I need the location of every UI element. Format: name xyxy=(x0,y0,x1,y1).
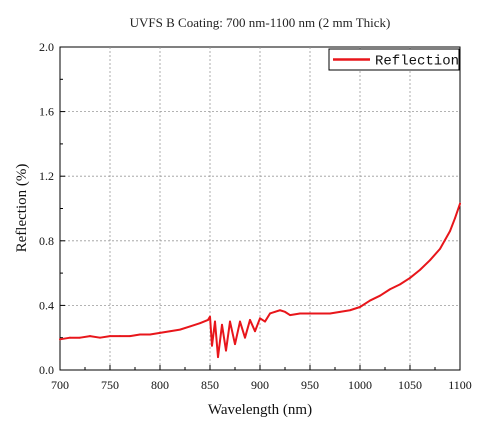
data-point xyxy=(149,333,151,336)
data-point xyxy=(279,309,281,312)
chart-title: UVFS B Coating: 700 nm-1100 nm (2 mm Thi… xyxy=(130,15,391,30)
data-point xyxy=(379,294,381,297)
data-point xyxy=(244,336,246,339)
y-axis-label: Reflection (%) xyxy=(14,164,30,253)
data-point xyxy=(79,336,81,339)
data-point xyxy=(319,312,321,315)
data-point xyxy=(119,335,121,337)
y-tick-label: 1.2 xyxy=(39,169,54,183)
plot-area xyxy=(59,46,461,371)
data-point xyxy=(169,330,171,333)
data-point xyxy=(99,336,101,339)
data-point xyxy=(225,349,227,352)
data-point xyxy=(109,335,111,337)
data-point xyxy=(309,312,311,315)
data-point xyxy=(339,310,341,313)
data-point xyxy=(189,325,191,328)
data-point xyxy=(129,335,131,337)
data-point xyxy=(389,288,391,291)
y-tick-label: 1.6 xyxy=(39,105,54,119)
data-point xyxy=(289,314,291,316)
legend-label: Reflection xyxy=(375,54,459,70)
data-point xyxy=(419,268,421,271)
data-point xyxy=(59,338,61,341)
x-tick-label: 800 xyxy=(151,378,169,392)
grid xyxy=(60,47,460,370)
data-point xyxy=(449,230,451,233)
data-point xyxy=(89,335,91,337)
data-point xyxy=(234,343,236,346)
x-tick-label: 750 xyxy=(101,378,119,392)
x-tick-label: 900 xyxy=(251,378,269,392)
data-point xyxy=(264,320,266,323)
y-tick-label: 0.8 xyxy=(39,234,54,248)
data-point xyxy=(139,333,141,336)
y-tick-label: 0.0 xyxy=(39,363,54,377)
x-axis-tick-labels: 700 750 800 850 900 950 1000 1050 1100 xyxy=(51,378,472,392)
data-point xyxy=(329,312,331,315)
y-tick-label: 2.0 xyxy=(39,40,54,54)
data-point xyxy=(284,310,286,313)
data-point xyxy=(199,322,201,325)
data-point xyxy=(209,315,211,318)
data-point xyxy=(159,331,161,334)
data-point xyxy=(454,217,456,220)
data-point xyxy=(369,299,371,302)
data-point xyxy=(249,319,251,321)
data-point xyxy=(299,312,301,315)
data-point xyxy=(409,277,411,279)
legend: Reflection xyxy=(328,48,460,71)
data-point xyxy=(439,247,441,250)
x-tick-label: 1000 xyxy=(348,378,372,392)
x-axis-label: Wavelength (nm) xyxy=(208,402,312,418)
data-point xyxy=(207,319,209,321)
legend-box xyxy=(328,48,460,71)
data-point xyxy=(269,312,271,315)
y-tick-label: 0.4 xyxy=(39,298,54,312)
data-point xyxy=(349,309,351,312)
data-point xyxy=(69,336,71,339)
series-layer xyxy=(59,202,461,359)
data-point xyxy=(254,330,256,333)
data-point xyxy=(217,356,219,358)
axis-ticks xyxy=(59,46,461,371)
x-tick-label: 850 xyxy=(201,378,219,392)
data-point xyxy=(211,344,213,347)
data-point xyxy=(399,283,401,286)
data-point xyxy=(239,320,241,323)
y-axis-tick-labels: 0.0 0.4 0.8 1.2 1.6 2.0 xyxy=(39,40,54,377)
x-tick-label: 700 xyxy=(51,378,69,392)
data-point xyxy=(274,310,276,313)
data-point xyxy=(429,259,431,262)
data-point xyxy=(229,320,231,323)
x-tick-label: 1100 xyxy=(448,378,472,392)
data-point xyxy=(259,317,261,320)
data-point xyxy=(359,306,361,308)
data-point xyxy=(459,202,461,205)
data-point xyxy=(221,323,223,326)
data-point xyxy=(179,328,181,331)
x-tick-label: 950 xyxy=(301,378,319,392)
x-tick-label: 1050 xyxy=(398,378,422,392)
data-point xyxy=(214,320,216,323)
